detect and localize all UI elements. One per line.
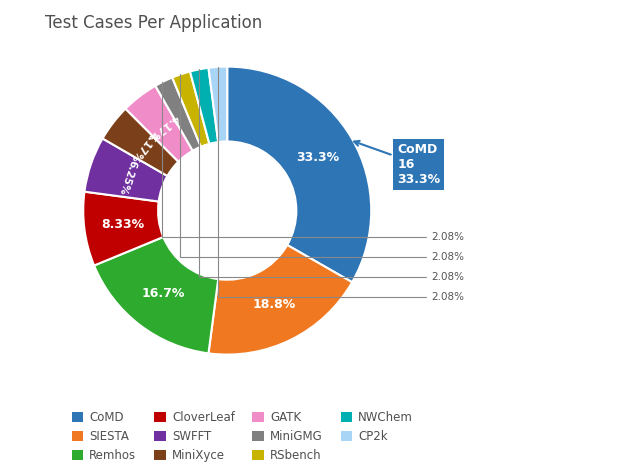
Legend: CoMD, SIESTA, Remhos, CloverLeaf, SWFFT, MiniXyce, GATK, MiniGMG, RSbench, NWChe: CoMD, SIESTA, Remhos, CloverLeaf, SWFFT,…: [71, 411, 413, 462]
Text: 4.17%: 4.17%: [129, 129, 159, 164]
Text: 6.25%: 6.25%: [117, 158, 138, 196]
Text: 16.7%: 16.7%: [142, 287, 185, 300]
Wedge shape: [227, 66, 371, 282]
Wedge shape: [155, 78, 201, 151]
Text: 8.33%: 8.33%: [101, 218, 145, 231]
Wedge shape: [209, 66, 227, 142]
Wedge shape: [84, 139, 167, 202]
Wedge shape: [209, 245, 352, 355]
Wedge shape: [83, 192, 163, 265]
Wedge shape: [94, 237, 218, 353]
Wedge shape: [190, 68, 218, 144]
Text: 33.3%: 33.3%: [297, 152, 340, 164]
Text: 2.08%: 2.08%: [180, 74, 464, 262]
Text: CoMD
16
33.3%: CoMD 16 33.3%: [354, 141, 440, 186]
Text: 2.08%: 2.08%: [163, 81, 464, 241]
Text: 2.08%: 2.08%: [218, 67, 464, 302]
Text: 2.08%: 2.08%: [198, 69, 464, 282]
Wedge shape: [103, 109, 179, 176]
Text: 18.8%: 18.8%: [252, 298, 295, 311]
Text: 4.17%: 4.17%: [145, 112, 181, 142]
Text: Test Cases Per Application: Test Cases Per Application: [45, 14, 262, 32]
Wedge shape: [172, 72, 209, 147]
Wedge shape: [126, 86, 193, 161]
